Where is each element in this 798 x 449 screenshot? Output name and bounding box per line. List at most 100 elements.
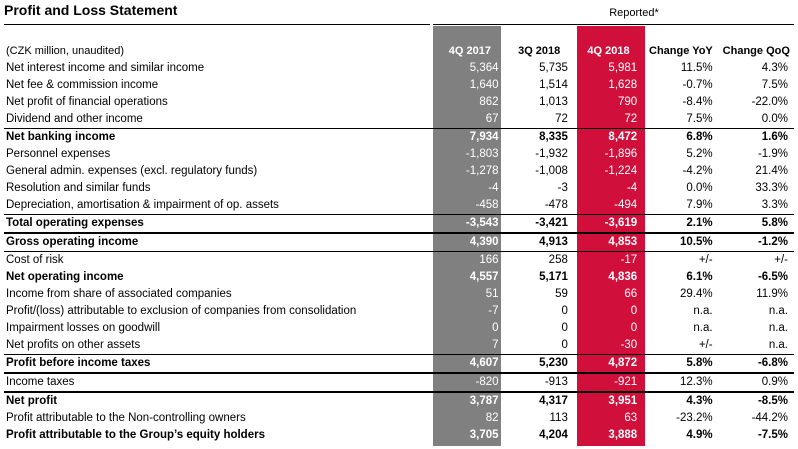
value-change-qoq: 4.3% (761, 62, 788, 74)
row-label: Net fee & commission income (6, 79, 159, 91)
value-change-yoy: 11.5% (680, 62, 713, 74)
value-4q2018: 5,981 (608, 62, 638, 74)
value-4q2018: 72 (624, 113, 638, 125)
table-row: Net interest income and similar income 5,… (4, 60, 794, 77)
value-4q2017: 3,705 (469, 429, 499, 441)
value-4q2017: -458 (475, 199, 499, 211)
row-label: Net profit of financial operations (6, 96, 168, 108)
table-row: Cost of risk 166 258 -17 +/- +/- (4, 251, 794, 269)
value-4q2018: -3,619 (573, 214, 644, 234)
value-3q2018: 4,913 (504, 232, 574, 252)
row-label: Income taxes (4, 372, 436, 392)
value-3q2018: 5,735 (539, 62, 568, 74)
value-change-qoq: -22.0% (751, 96, 788, 108)
row-label: Resolution and similar funds (6, 182, 151, 194)
value-3q2018: 5,171 (539, 271, 568, 283)
table-row: Income from share of associated companie… (4, 286, 794, 303)
value-change-yoy: 5.8% (643, 354, 719, 374)
value-3q2018: 4,317 (504, 391, 574, 410)
value-3q2018: 4,204 (539, 429, 568, 441)
value-change-yoy: 12.3% (643, 372, 719, 392)
table-row: Personnel expenses -1,803 -1,932 -1,896 5.2%… (4, 146, 794, 163)
value-3q2018: -3,421 (504, 214, 574, 234)
value-change-qoq: 0.9% (718, 372, 794, 392)
value-3q2018: 59 (555, 288, 568, 300)
value-change-qoq: -7.5% (757, 429, 788, 441)
col-header-4q2018: 4Q 2018 (587, 45, 630, 57)
value-change-yoy: 29.4% (679, 288, 713, 300)
value-4q2018: -4 (626, 182, 638, 194)
col-header-change-qoq: Change QoQ (722, 45, 790, 57)
value-change-yoy: -4.2% (682, 165, 713, 177)
value-4q2018: 4,853 (573, 232, 644, 252)
value-4q2017: 5,364 (469, 62, 499, 74)
table-row: General admin. expenses (excl. regulator… (4, 163, 794, 180)
value-change-qoq: -44.2% (751, 412, 788, 424)
row-label: General admin. expenses (excl. regulator… (6, 165, 258, 177)
value-4q2018: -17 (573, 251, 644, 269)
value-4q2017: 0 (492, 322, 499, 334)
row-label: Net operating income (6, 271, 124, 283)
value-change-qoq: n.a. (768, 322, 788, 334)
value-4q2017: 4,390 (435, 232, 505, 252)
value-4q2018: -1,224 (604, 165, 638, 177)
value-change-qoq: 21.4% (755, 165, 788, 177)
value-4q2018: 8,472 (573, 128, 644, 146)
value-change-qoq: -6.5% (757, 271, 788, 283)
row-label: Net interest income and similar income (6, 62, 205, 74)
value-4q2017: -820 (435, 372, 505, 392)
value-4q2017: 166 (435, 251, 505, 269)
value-4q2017: 51 (485, 288, 499, 300)
table-row: Dividend and other income 67 72 72 7.5% 0.0% (4, 111, 794, 129)
value-change-qoq: -6.8% (718, 354, 794, 374)
value-4q2018: 63 (624, 412, 638, 424)
value-4q2017: 7,934 (435, 128, 505, 146)
value-change-yoy: 0.0% (686, 182, 713, 194)
value-4q2017: -1,803 (465, 148, 499, 160)
row-label: Dividend and other income (6, 113, 143, 125)
table-row: Profit attributable to the Group’s equit… (4, 427, 794, 444)
value-4q2017: -3,543 (435, 214, 505, 234)
row-label: Net profit (4, 391, 436, 410)
value-change-yoy: +/- (643, 251, 719, 269)
value-4q2017: -1,278 (465, 165, 499, 177)
col-header-3q2018: 3Q 2018 (518, 45, 561, 57)
value-change-yoy: +/- (698, 339, 713, 351)
value-change-qoq: 33.3% (755, 182, 788, 194)
value-4q2018: -921 (573, 372, 644, 392)
col-header-change-yoy: Change YoY (649, 45, 713, 57)
reported-label: Reported* (609, 7, 659, 19)
table-row: Total operating expenses -3,543 -3,421 -3,6… (4, 214, 794, 234)
value-change-qoq: 3.3% (761, 199, 788, 211)
table-row: Net profit of financial operations 862 1,0… (4, 94, 794, 111)
value-4q2018: -494 (614, 199, 638, 211)
col-header-4q2017: 4Q 2017 (448, 45, 491, 57)
table-row: Net fee & commission income 1,640 1,514 1,6… (4, 77, 794, 94)
value-change-yoy: -8.4% (682, 96, 713, 108)
value-4q2017: 862 (479, 96, 499, 108)
row-label: Total operating expenses (4, 214, 436, 234)
value-4q2017: 4,557 (469, 271, 499, 283)
value-4q2018: 3,951 (573, 391, 644, 410)
value-4q2018: 790 (618, 96, 638, 108)
table-row: Profit before income taxes 4,607 5,230 4,87… (4, 354, 794, 374)
row-label: Profit attributable to the Group’s equit… (6, 429, 265, 441)
title-underline (4, 24, 430, 25)
table-row: Net profit 3,787 4,317 3,951 4.3% -8.5% (4, 391, 794, 410)
row-label: Personnel expenses (6, 148, 111, 160)
value-3q2018: 1,013 (539, 96, 568, 108)
value-change-yoy: 6.1% (686, 271, 713, 283)
value-change-qoq: 1.6% (718, 128, 794, 146)
value-3q2018: -478 (544, 199, 568, 211)
value-3q2018: 8,335 (504, 128, 574, 146)
value-3q2018: -3 (557, 182, 568, 194)
value-change-yoy: n.a. (693, 322, 713, 334)
value-change-qoq: -8.5% (718, 391, 794, 410)
row-label: Gross operating income (4, 232, 436, 252)
value-4q2018: -1,896 (604, 148, 638, 160)
value-change-qoq: n.a. (768, 339, 788, 351)
value-change-yoy: 2.1% (643, 214, 719, 234)
value-change-qoq: +/- (718, 251, 794, 269)
value-change-yoy: 10.5% (643, 232, 719, 252)
table-row: Profit attributable to the Non-controlli… (4, 410, 794, 427)
